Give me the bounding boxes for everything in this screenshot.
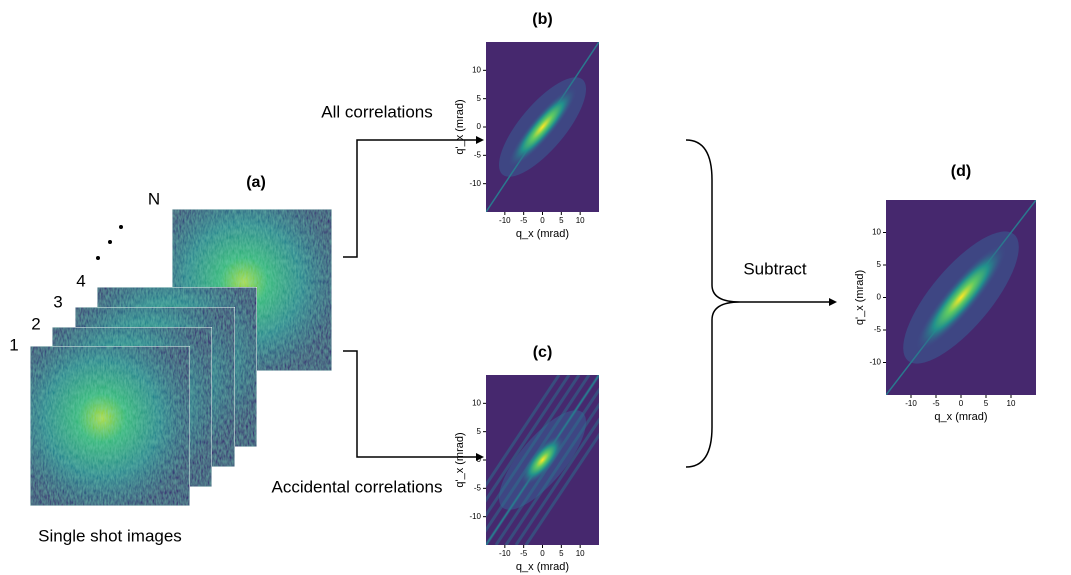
- stack-label: 3: [53, 292, 62, 311]
- y-tick-label: -5: [474, 483, 482, 492]
- panel-label: (d): [951, 163, 971, 180]
- y-tick-label: -5: [474, 150, 482, 159]
- x-tick-label: -10: [499, 549, 511, 558]
- x-tick-label: -10: [499, 216, 511, 225]
- y-tick-label: 5: [877, 260, 882, 269]
- x-axis-label: q_x (mrad): [516, 228, 569, 240]
- x-tick-label: 5: [984, 399, 989, 408]
- x-tick-label: 5: [559, 549, 564, 558]
- x-axis-label: q_x (mrad): [934, 411, 987, 423]
- arrow-label: Accidental correlations: [271, 477, 442, 496]
- diagram: 1 2 3 4 N (a) Single shot images All cor…: [0, 0, 1071, 575]
- shot-image: [30, 346, 190, 506]
- stack-label: 2: [31, 314, 40, 333]
- y-tick-label: 10: [472, 398, 481, 407]
- y-tick-label: 10: [472, 65, 481, 74]
- y-axis-label: q'_x (mrad): [854, 270, 866, 325]
- panel-label: (c): [533, 344, 553, 361]
- caption: Single shot images: [38, 526, 182, 545]
- y-tick-label: -10: [469, 512, 481, 521]
- x-tick-label: -5: [520, 549, 528, 558]
- arrow-label: Subtract: [743, 259, 807, 278]
- x-tick-label: 0: [540, 549, 545, 558]
- x-axis-label: q_x (mrad): [516, 561, 569, 573]
- y-tick-label: 0: [477, 455, 482, 464]
- x-tick-label: 10: [576, 216, 585, 225]
- y-tick-label: 0: [877, 293, 882, 302]
- ellipsis: [96, 225, 123, 260]
- panel-label: (a): [246, 174, 266, 191]
- y-tick-label: 5: [477, 427, 482, 436]
- x-tick-label: 10: [1007, 399, 1016, 408]
- y-tick-label: 10: [872, 228, 881, 237]
- y-tick-label: -10: [469, 179, 481, 188]
- x-tick-label: 0: [540, 216, 545, 225]
- y-tick-label: -5: [874, 325, 882, 334]
- panel-label: (b): [532, 11, 552, 28]
- y-axis-label: q'_x (mrad): [454, 99, 466, 154]
- stack-label: N: [148, 189, 160, 208]
- arrow-label: All correlations: [321, 102, 433, 121]
- y-tick-label: 5: [477, 94, 482, 103]
- x-tick-label: 0: [959, 399, 964, 408]
- y-tick-label: 0: [477, 122, 482, 131]
- stack-label: 1: [9, 335, 18, 354]
- stack-label: 4: [76, 271, 85, 290]
- x-tick-label: -10: [905, 399, 917, 408]
- x-tick-label: -5: [520, 216, 528, 225]
- x-tick-label: -5: [932, 399, 940, 408]
- y-axis-label: q'_x (mrad): [454, 432, 466, 487]
- x-tick-label: 10: [576, 549, 585, 558]
- y-tick-label: -10: [869, 358, 881, 367]
- image-stack: [30, 209, 332, 506]
- x-tick-label: 5: [559, 216, 564, 225]
